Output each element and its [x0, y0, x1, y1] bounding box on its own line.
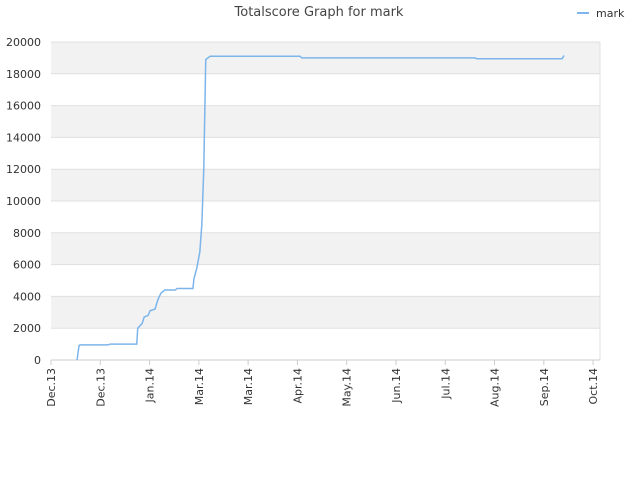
x-tick-label: Dec.13 — [45, 368, 58, 407]
data-line — [76, 55, 565, 361]
grid-band — [51, 169, 600, 201]
x-tick-label: Aug.14 — [489, 368, 502, 407]
x-tick-label: Sep.14 — [538, 368, 551, 406]
y-tick-label: 6000 — [13, 259, 41, 272]
grid-band — [51, 296, 600, 329]
grid-band — [51, 105, 600, 138]
x-tick-label: May.14 — [341, 368, 354, 407]
y-tick-label: 14000 — [6, 131, 41, 144]
y-tick-label: 20000 — [6, 36, 41, 49]
grid-band — [51, 232, 600, 265]
y-tick-label: 2000 — [13, 322, 41, 335]
x-tick-label: Oct.14 — [587, 368, 600, 405]
chart-title: Totalscore Graph for mark — [234, 5, 404, 20]
y-tick-label: 0 — [34, 354, 41, 367]
legend-label: mark — [596, 7, 625, 20]
y-tick-label: 12000 — [6, 163, 41, 176]
y-tick-label: 8000 — [13, 227, 41, 240]
x-tick-label: Jan.14 — [144, 368, 157, 403]
x-tick-label: Mar.14 — [242, 368, 255, 405]
x-tick-label: Mar.14 — [193, 368, 206, 405]
y-tick-label: 18000 — [6, 68, 41, 81]
x-tick-label: Jul.14 — [439, 368, 452, 400]
y-tick-label: 10000 — [6, 195, 41, 208]
y-tick-label: 16000 — [6, 100, 41, 113]
x-tick-label: Jun.14 — [390, 368, 403, 404]
x-tick-label: Apr.14 — [291, 368, 304, 404]
x-tick-label: Dec.13 — [94, 368, 107, 407]
y-tick-label: 4000 — [13, 290, 41, 303]
